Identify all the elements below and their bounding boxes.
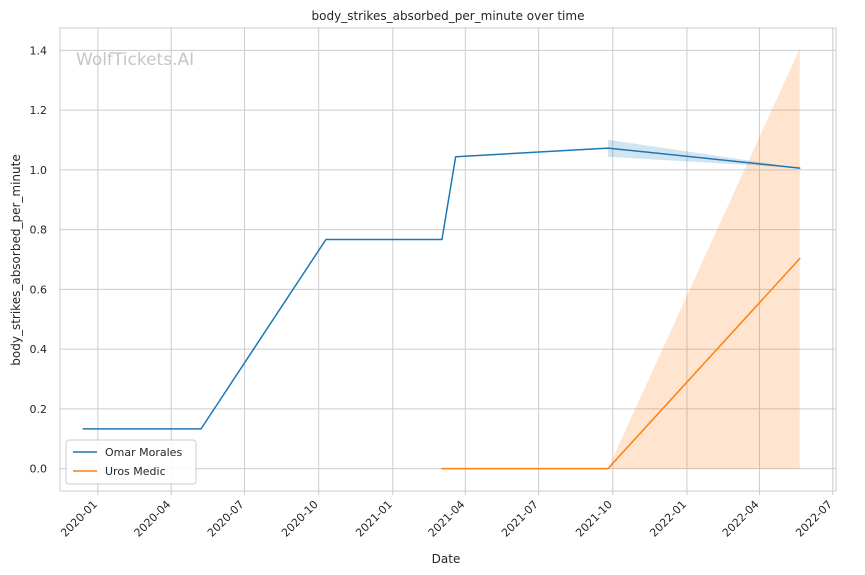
- series-lines: [82, 147, 801, 470]
- y-tick-label: 1.0: [30, 164, 48, 177]
- y-tick-label: 0.6: [30, 283, 48, 296]
- legend-label-uros-medic: Uros Medic: [105, 465, 166, 478]
- chart-title: body_strikes_absorbed_per_minute over ti…: [312, 9, 585, 23]
- y-tick-label: 1.2: [30, 104, 48, 117]
- y-tick-label: 1.4: [30, 44, 48, 57]
- y-axis-ticks: 0.0 0.2 0.4 0.6 0.8 1.0 1.2 1.4: [30, 44, 48, 475]
- series-line-omar-morales: [82, 147, 801, 430]
- y-tick-label: 0.2: [30, 403, 48, 416]
- y-tick-label: 0.4: [30, 343, 48, 356]
- confidence-band-omar-morales: [607, 139, 800, 169]
- y-tick-label: 0.8: [30, 224, 48, 237]
- watermark: WolfTickets.AI: [76, 50, 194, 70]
- series-line-uros-medic: [441, 257, 801, 470]
- confidence-band-uros-medic: [607, 48, 800, 469]
- legend: Omar Morales Uros Medic: [65, 439, 197, 485]
- legend-label-omar-morales: Omar Morales: [105, 446, 182, 459]
- legend-box: [65, 439, 197, 485]
- plot-area: [60, 28, 836, 491]
- confidence-bands: [607, 48, 800, 469]
- y-axis-label: body_strikes_absorbed_per_minute: [9, 154, 23, 365]
- y-tick-label: 0.0: [30, 463, 48, 476]
- plot-frame: [59, 27, 837, 492]
- x-axis-label: Date: [432, 552, 461, 566]
